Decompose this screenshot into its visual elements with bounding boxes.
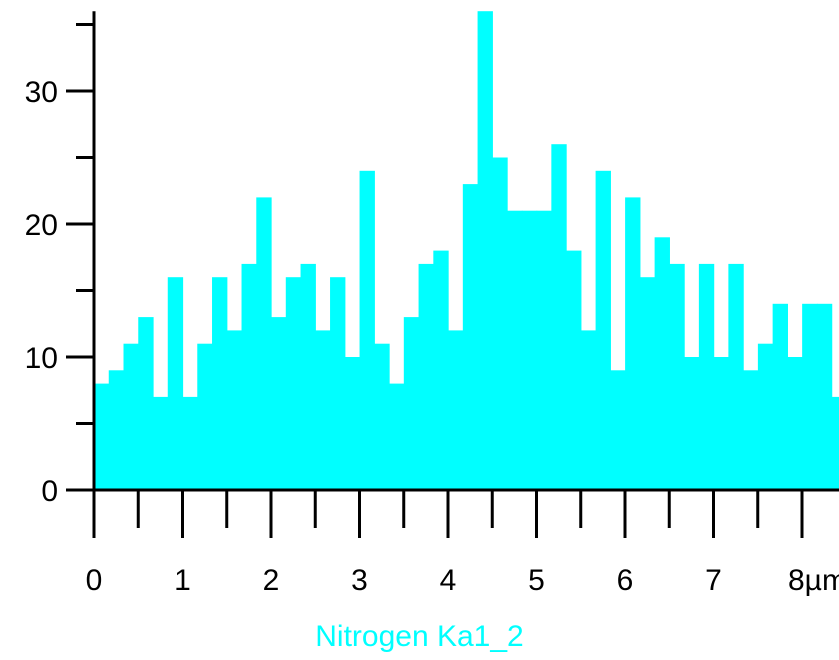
histogram-bar — [153, 396, 169, 490]
histogram-bar — [374, 343, 390, 490]
histogram-bar — [226, 330, 243, 490]
histogram-bar — [772, 303, 788, 490]
histogram-bar — [167, 277, 184, 490]
histogram-bar — [315, 330, 331, 490]
histogram-bar — [684, 357, 700, 490]
histogram-bar — [462, 184, 479, 490]
y-tick-label: 30 — [25, 76, 58, 109]
histogram-bar — [802, 303, 818, 490]
histogram-bar — [477, 11, 493, 490]
histogram-bar — [389, 383, 405, 490]
histogram-bar — [580, 330, 597, 490]
histogram-bar — [241, 263, 257, 490]
y-tick-label: 0 — [41, 475, 58, 508]
histogram-bar — [433, 250, 449, 490]
x-tick-label: 0 — [86, 564, 103, 597]
histogram-bar — [492, 157, 508, 490]
histogram-bar — [271, 317, 287, 490]
series-label: Nitrogen Ka1_2 — [315, 620, 524, 653]
ticks-group: 0 1 2 3 4 5 6 7 8µm 0 10 20 30 — [25, 23, 839, 597]
x-tick-label: 6 — [617, 564, 634, 597]
histogram-bar — [197, 343, 213, 490]
histogram-chart: 0 1 2 3 4 5 6 7 8µm 0 10 20 30 — [25, 11, 839, 597]
histogram-bar — [448, 330, 464, 490]
x-tick-label: 3 — [351, 564, 368, 597]
histogram-bar — [256, 197, 272, 490]
histogram-bar — [625, 197, 641, 490]
histogram-bar — [654, 237, 670, 490]
x-tick-label: 8µm — [788, 564, 839, 597]
x-tick-label: 5 — [528, 564, 545, 597]
histogram-bar — [182, 396, 198, 490]
histogram-bar — [566, 250, 582, 490]
histogram-bar — [787, 357, 803, 490]
histogram-bar — [344, 357, 361, 490]
histogram-bar — [94, 383, 110, 490]
histogram-bar — [212, 277, 228, 490]
histogram-bar — [285, 277, 302, 490]
histogram-bar — [403, 317, 420, 490]
x-tick-label: 4 — [440, 564, 457, 597]
histogram-bar — [831, 396, 839, 490]
x-tick-label: 2 — [263, 564, 280, 597]
histogram-bar — [551, 144, 567, 490]
histogram-bar — [728, 263, 744, 490]
histogram-bar — [108, 370, 125, 490]
histogram-bar — [536, 210, 552, 490]
histogram-bar — [669, 263, 685, 490]
histogram-bar — [595, 170, 611, 491]
histogram-bar — [300, 263, 316, 490]
histogram-bar — [138, 317, 154, 490]
histogram-bar — [521, 210, 538, 490]
histogram-bar — [698, 263, 715, 490]
x-tick-label: 7 — [705, 564, 722, 597]
histogram-bar — [610, 370, 626, 490]
x-tick-label: 1 — [174, 564, 191, 597]
histogram-bar — [757, 343, 774, 490]
histogram-bar — [507, 210, 523, 490]
histogram-bar — [743, 370, 759, 490]
histogram-bar — [639, 277, 656, 490]
histogram-bar — [330, 277, 346, 490]
y-tick-label: 10 — [25, 342, 58, 375]
histogram-bar — [359, 170, 375, 491]
y-tick-label: 20 — [25, 209, 58, 242]
histogram-bar — [123, 343, 139, 490]
histogram-bar — [713, 357, 729, 490]
histogram-bar — [418, 263, 434, 490]
histogram-bar — [816, 303, 833, 490]
bars-group — [94, 11, 839, 491]
